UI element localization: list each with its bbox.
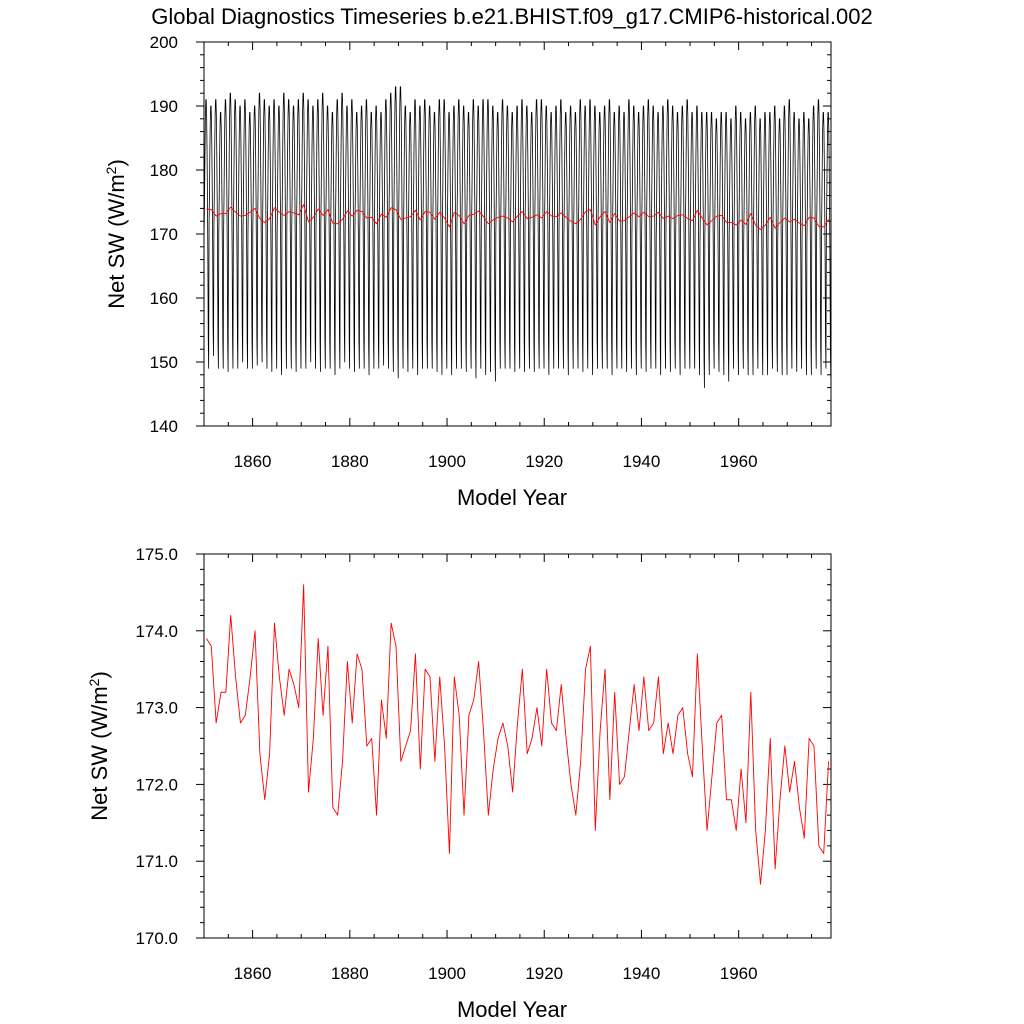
- bottom-panel: 1860 1880 1900 1920 1940 1960 170.0 171.0 172.0 1…: [86, 545, 832, 1022]
- top-panel-series: [203, 86, 832, 388]
- top-y-axis-label: Net SW (W/m2): [103, 159, 129, 309]
- top-panel-ticks: [196, 41, 831, 427]
- top-panel-tick-labels: 1860 1880 1900 1920 1940 1960 140 150 160 170 180 1…: [150, 33, 758, 471]
- bottom-x-tick-label-1940: 1940: [623, 964, 661, 983]
- top-x-tick-label-1940: 1940: [623, 452, 661, 471]
- top-x-tick-label-1920: 1920: [525, 452, 563, 471]
- top-y-tick-label-3: 170: [150, 225, 178, 244]
- top-y-tick-label-4: 180: [150, 161, 178, 180]
- bottom-x-tick-label-1920: 1920: [525, 964, 563, 983]
- top-x-tick-label-1960: 1960: [720, 452, 758, 471]
- bottom-x-tick-label-1880: 1880: [331, 964, 369, 983]
- top-x-tick-label-1900: 1900: [428, 452, 466, 471]
- top-y-tick-label-0: 140: [150, 417, 178, 436]
- bottom-x-axis-label: Model Year: [457, 997, 567, 1022]
- top-y-axis-label-main: Net SW (W/m: [104, 174, 129, 308]
- top-x-axis-label: Model Year: [457, 485, 567, 510]
- top-y-tick-label-6: 200: [150, 33, 178, 52]
- bottom-y-tick-label-3: 173.0: [135, 699, 178, 718]
- top-y-tick-label-5: 190: [150, 97, 178, 116]
- top-series-annual-mean-line: [206, 204, 829, 230]
- bottom-panel-tick-labels: 1860 1880 1900 1920 1940 1960 170.0 171.0 172.0 1…: [135, 545, 757, 983]
- bottom-panel-frame: [203, 553, 832, 939]
- top-y-tick-label-1: 150: [150, 353, 178, 372]
- bottom-y-tick-label-1: 171.0: [135, 852, 178, 871]
- bottom-x-tick-label-1860: 1860: [234, 964, 272, 983]
- figure-title: Global Diagnostics Timeseries b.e21.BHIS…: [151, 4, 872, 29]
- top-panel: 1860 1880 1900 1920 1940 1960 140 150 160 170 180 1…: [103, 33, 832, 510]
- bottom-panel-series: [206, 584, 830, 885]
- bottom-y-axis-label-main: Net SW (W/m: [87, 686, 112, 820]
- top-series-monthly-line: [203, 86, 832, 388]
- bottom-y-tick-label-5: 175.0: [135, 545, 178, 564]
- bottom-y-tick-label-0: 170.0: [135, 929, 178, 948]
- top-x-tick-label-1860: 1860: [234, 452, 272, 471]
- top-x-tick-label-1880: 1880: [331, 452, 369, 471]
- bottom-y-tick-label-2: 172.0: [135, 775, 178, 794]
- bottom-x-tick-label-1900: 1900: [428, 964, 466, 983]
- bottom-y-axis-label-superscript: 2: [86, 678, 102, 686]
- top-y-axis-label-superscript: 2: [103, 166, 119, 174]
- top-panel-frame: [203, 41, 832, 427]
- bottom-y-axis-label-suffix: ): [87, 671, 112, 678]
- bottom-y-axis-label: Net SW (W/m2): [86, 671, 112, 821]
- bottom-x-tick-label-1960: 1960: [720, 964, 758, 983]
- top-y-axis-label-suffix: ): [104, 159, 129, 166]
- top-y-tick-label-2: 160: [150, 289, 178, 308]
- bottom-series-annual-mean-line: [206, 584, 830, 885]
- bottom-panel-ticks: [196, 553, 831, 939]
- bottom-y-tick-label-4: 174.0: [135, 622, 178, 641]
